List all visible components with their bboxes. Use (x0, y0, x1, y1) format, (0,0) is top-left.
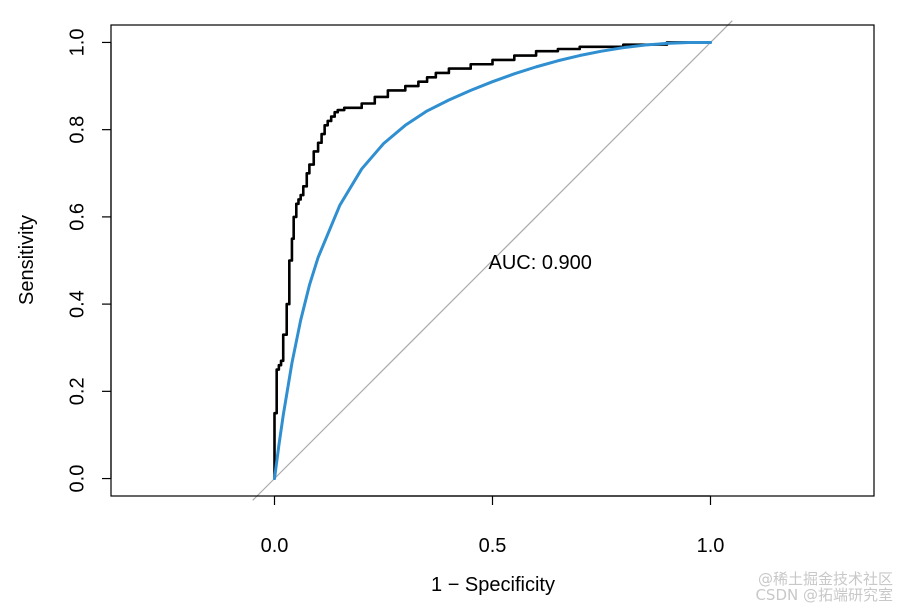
series-layer (273, 40, 712, 481)
reference-diagonal-line (252, 20, 733, 501)
x-tick-label: 0.0 (261, 535, 289, 557)
y-tick-label: 0.0 (66, 465, 88, 493)
x-axis-title: 1 − Specificity (431, 574, 555, 596)
y-tick-label: 0.6 (66, 203, 88, 231)
y-axis-title: Sensitivity (16, 215, 38, 305)
smoothed-roc-curve-line (273, 40, 712, 481)
empirical-roc-curve-line (273, 41, 712, 480)
y-tick-label: 0.4 (66, 290, 88, 318)
reference-layer (252, 20, 733, 501)
watermark-line-1: @稀土掘金技术社区 (757, 570, 893, 588)
watermark-line-2: CSDN @拓端研究室 (755, 586, 893, 604)
y-tick-label: 0.8 (66, 116, 88, 144)
x-tick-label: 0.5 (479, 535, 507, 557)
y-tick-label: 1.0 (66, 29, 88, 57)
axes-layer: 0.0 0.5 1.0 0.0 0.2 0.4 0.6 0.8 1.0 (66, 29, 724, 557)
y-tick-label: 0.2 (66, 377, 88, 405)
x-tick-label: 1.0 (697, 535, 725, 557)
auc-annotation: AUC: 0.900 (489, 252, 592, 274)
